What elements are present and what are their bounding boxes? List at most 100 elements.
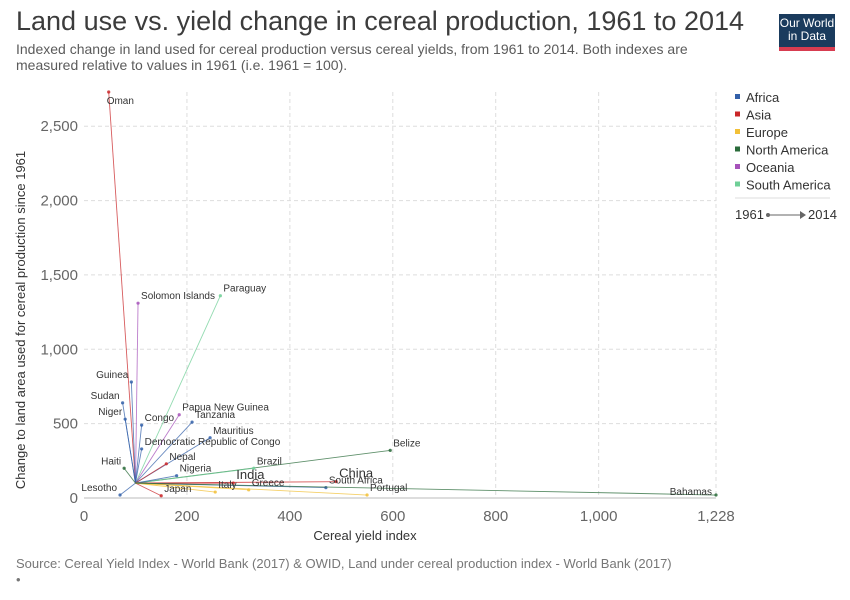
legend-swatch[interactable] [735, 111, 740, 117]
legend-swatch[interactable] [735, 94, 740, 99]
data-point [136, 301, 140, 305]
trajectory-line [135, 475, 177, 484]
trajectory-line [135, 482, 162, 497]
trajectory-line [123, 467, 136, 484]
data-point [213, 490, 217, 494]
point-label: Nepal [169, 452, 195, 463]
data-point [122, 466, 126, 470]
y-axis-label: Change to land area used for cereal prod… [13, 151, 28, 489]
data-point [218, 294, 222, 298]
x-tick-label: 600 [380, 508, 405, 525]
chart-title: Land use vs. yield change in cereal prod… [16, 6, 745, 36]
footer-dot: • [16, 572, 21, 587]
trajectory-line [135, 481, 337, 484]
legend-arrow-head [800, 211, 806, 219]
data-point [164, 462, 168, 466]
point-label: Greece [252, 478, 285, 489]
logo-line-2: in Data [787, 29, 827, 43]
trajectory-line [135, 448, 143, 484]
data-point [107, 90, 111, 94]
trajectory-line [135, 482, 717, 496]
logo-accent-bar [779, 47, 835, 51]
data-point [334, 480, 338, 484]
point-label: Portugal [370, 483, 407, 494]
trajectory-line [135, 303, 139, 484]
trajectory-line [124, 419, 136, 484]
legend-start-year: 1961 [735, 207, 764, 222]
data-point [252, 466, 256, 470]
point-label: Paraguay [223, 284, 266, 295]
x-tick-label: 1,228 [697, 508, 735, 525]
legend-end-year: 2014 [808, 207, 837, 222]
point-label: China [339, 466, 374, 481]
legend-label[interactable]: North America [746, 143, 829, 158]
y-tick-label: 1,500 [40, 267, 78, 284]
data-point [365, 493, 369, 497]
legend-label[interactable]: South America [746, 178, 831, 193]
data-point [190, 420, 194, 424]
x-tick-label: 800 [483, 508, 508, 525]
data-point [123, 417, 127, 421]
point-label: Brazil [257, 456, 282, 467]
trajectory-line [135, 482, 368, 496]
point-label: Haiti [101, 456, 121, 467]
legend-label[interactable]: Asia [746, 108, 772, 123]
point-label: Guinea [96, 370, 129, 381]
point-label: Papua New Guinea [182, 403, 269, 414]
data-point [324, 485, 328, 490]
data-point [388, 448, 392, 453]
data-point [118, 493, 122, 497]
trajectory-line [135, 463, 167, 484]
point-label: Sudan [91, 391, 120, 402]
legend-swatch[interactable] [735, 146, 740, 152]
legend-label[interactable]: Oceania [746, 160, 795, 175]
logo-line-1: Our World [779, 16, 835, 30]
x-tick-label: 1,000 [580, 508, 618, 525]
trajectory-line [135, 467, 254, 484]
data-point [140, 447, 144, 451]
x-tick-label: 400 [277, 508, 302, 525]
data-point [120, 401, 125, 405]
x-tick-label: 200 [174, 508, 199, 525]
y-tick-label: 2,500 [40, 118, 78, 135]
point-label: Oman [107, 96, 134, 107]
point-label: Lesotho [81, 483, 117, 494]
point-label: Italy [218, 480, 236, 491]
point-label: Congo [145, 413, 175, 424]
trajectory-line [135, 414, 180, 484]
trajectory-line [119, 482, 136, 496]
legend-swatch[interactable] [735, 181, 740, 187]
data-point [140, 423, 144, 427]
point-label: Bahamas [670, 487, 712, 498]
data-point [129, 380, 133, 384]
chart-subtitle: Indexed change in land used for cereal p… [16, 41, 688, 73]
point-label: Belize [393, 438, 421, 449]
x-tick-label: 0 [80, 508, 88, 525]
source-note: Source: Cereal Yield Index - World Bank … [16, 556, 672, 571]
x-axis-label: Cereal yield index [313, 528, 417, 543]
legend-swatch[interactable] [735, 164, 740, 169]
point-label: Solomon Islands [141, 291, 215, 302]
legend-label[interactable]: Africa [746, 90, 780, 105]
point-label: Japan [164, 484, 191, 495]
point-label: Niger [98, 407, 123, 418]
point-label: Tanzania [195, 410, 235, 421]
legend-label[interactable]: Europe [746, 125, 788, 140]
data-point [714, 493, 718, 497]
point-label: India [236, 467, 265, 482]
trajectory-line [108, 91, 136, 484]
point-label: Democratic Republic of Congo [145, 437, 281, 448]
data-point [177, 413, 181, 417]
trajectory-line [135, 482, 216, 493]
y-tick-label: 500 [53, 416, 78, 433]
point-label: Mauritius [213, 426, 254, 437]
y-tick-label: 2,000 [40, 193, 78, 210]
legend-swatch[interactable] [735, 129, 740, 134]
trajectory-line [130, 381, 136, 484]
owid-logo[interactable]: Our World in Data [779, 14, 835, 51]
data-series [107, 90, 718, 498]
trajectory-line [135, 421, 193, 484]
data-point [208, 436, 212, 440]
point-label: South Africa [329, 476, 383, 487]
